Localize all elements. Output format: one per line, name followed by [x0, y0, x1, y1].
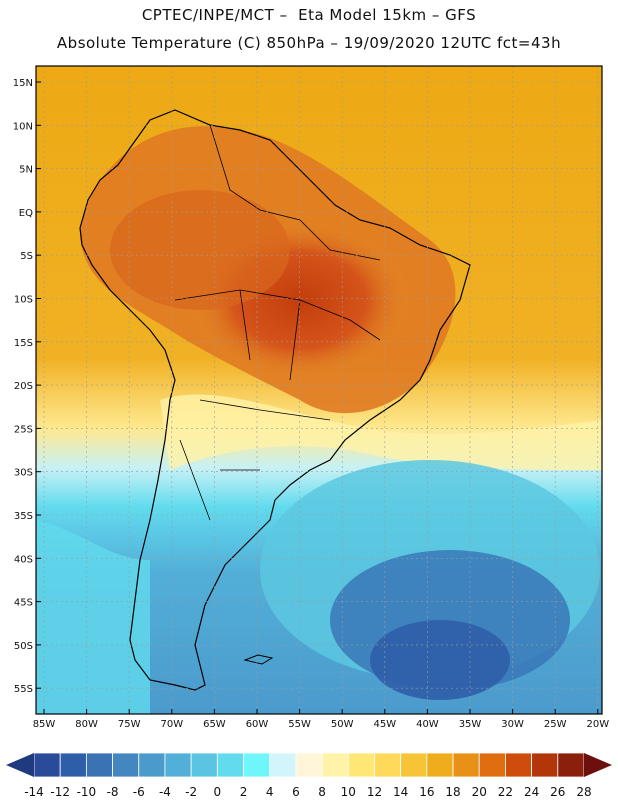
colorbar-label: 22 — [498, 785, 513, 799]
colorbar-label: 6 — [292, 785, 300, 799]
lon-tick-label: 45W — [373, 719, 396, 730]
lat-tick-label: 15N — [13, 78, 33, 89]
lon-tick-label: 70W — [160, 719, 183, 730]
colorbar-label: 18 — [445, 785, 460, 799]
lat-tick-label: 10N — [13, 121, 33, 132]
lon-tick-label: 50W — [331, 719, 354, 730]
lat-tick-label: EQ — [19, 208, 33, 219]
colorbar-label: 14 — [393, 785, 408, 799]
colorbar-label: 24 — [524, 785, 539, 799]
latitude-tick-labels: 15N 10N 5N EQ 5S 10S 15S 20S 25S 30S 35S 40S 45S 50S 5… — [13, 78, 41, 695]
lat-tick-label: 30S — [14, 468, 33, 479]
colorbar-box — [85, 752, 113, 778]
lat-tick-label: 25S — [14, 424, 33, 435]
colorbar-box — [400, 752, 428, 778]
colorbar-label: -4 — [159, 785, 171, 799]
lat-tick-label: 15S — [14, 338, 33, 349]
lat-tick-label: 5N — [19, 165, 33, 176]
colorbar-label: 2 — [240, 785, 248, 799]
lat-tick-label: 45S — [14, 598, 33, 609]
colorbar-box — [347, 752, 375, 778]
title-line-1: CPTEC/INPE/MCT – Eta Model 15km – GFS — [141, 6, 477, 24]
lat-tick-label: 40S — [14, 554, 33, 565]
lon-tick-label: 40W — [416, 719, 439, 730]
lat-tick-label: 35S — [14, 511, 33, 522]
colorbar-label: 4 — [266, 785, 274, 799]
title-line-2: Absolute Temperature (C) 850hPa – 19/09/… — [56, 34, 562, 52]
continent-outline — [79, 109, 471, 691]
lon-tick-label: 80W — [75, 719, 98, 730]
colorbar-box — [321, 752, 349, 778]
temperature-field — [36, 66, 602, 714]
lon-tick-label: 60W — [246, 719, 269, 730]
colorbar-box — [426, 752, 454, 778]
colorbar-box — [59, 752, 87, 778]
colorbar-box — [243, 752, 271, 778]
coastline — [79, 109, 471, 691]
colorbar-boxes — [33, 752, 585, 778]
lat-tick-label: 20S — [14, 381, 33, 392]
colorbar-label: 10 — [341, 785, 356, 799]
lon-tick-label: 20W — [586, 719, 609, 730]
colorbar-high-arrow — [584, 753, 612, 777]
lat-tick-label: 5S — [20, 251, 33, 262]
colorbar-box — [164, 752, 192, 778]
colorbar-label: 28 — [576, 785, 591, 799]
colorbar-box — [216, 752, 244, 778]
lon-tick-label: 35W — [459, 719, 482, 730]
lon-tick-label: 65W — [203, 719, 226, 730]
map-frame — [35, 65, 603, 715]
colorbar-box — [374, 752, 402, 778]
colorbar-label: -14 — [24, 785, 44, 799]
lat-tick-label: 10S — [14, 295, 33, 306]
colorbar-box — [531, 752, 559, 778]
colorbar-label: -12 — [50, 785, 70, 799]
warm-core-west — [110, 190, 290, 310]
colorbar-label: 16 — [419, 785, 434, 799]
colorbar-svg: -14 -12 -10 -8 -6 -4 -2 0 2 4 6 8 10 12 14 16 18 20 22 24 26… — [6, 752, 612, 799]
colorbar-box — [478, 752, 506, 778]
lon-tick-label: 25W — [544, 719, 567, 730]
colorbar-box — [190, 752, 218, 778]
lat-tick-label: 55S — [14, 684, 33, 695]
country-borders — [174, 124, 381, 521]
colorbar-label: -8 — [107, 785, 119, 799]
colorbar-box — [269, 752, 297, 778]
falklands-outline — [243, 654, 274, 665]
lon-tick-label: 55W — [288, 719, 311, 730]
colorbar: -14 -12 -10 -8 -6 -4 -2 0 2 4 6 8 10 12 14 16 18 20 22 24 26… — [0, 740, 618, 804]
map-container: 15N 10N 5N EQ 5S 10S 15S 20S 25S 30S 35S 40S 45S 50S 5… — [13, 65, 609, 730]
colorbar-box — [138, 752, 166, 778]
map-svg: 15N 10N 5N EQ 5S 10S 15S 20S 25S 30S 35S 40S 45S 50S 5… — [13, 65, 609, 730]
longitude-tick-labels: 85W 80W 75W 70W 65W 60W 55W 50W 45W 40W 35W 30W 25W 2… — [33, 709, 609, 730]
lat-tick-label: 50S — [14, 641, 33, 652]
cool-zone-west — [36, 520, 150, 714]
colorbar-label: -6 — [133, 785, 145, 799]
lon-tick-label: 30W — [501, 719, 524, 730]
colorbar-label: -2 — [185, 785, 197, 799]
lon-tick-label: 75W — [118, 719, 141, 730]
colorbar-label: 26 — [550, 785, 565, 799]
colorbar-low-arrow — [6, 753, 34, 777]
colorbar-label: 20 — [472, 785, 487, 799]
colorbar-label: 12 — [367, 785, 382, 799]
colorbar-box — [33, 752, 61, 778]
colorbar-labels: -14 -12 -10 -8 -6 -4 -2 0 2 4 6 8 10 12 14 16 18 20 22 24 26… — [24, 785, 591, 799]
colorbar-label: 8 — [318, 785, 326, 799]
mild-band — [160, 394, 602, 470]
colorbar-box — [505, 752, 533, 778]
grid-lines — [36, 66, 602, 714]
colorbar-box — [112, 752, 140, 778]
colorbar-box — [295, 752, 323, 778]
lon-tick-label: 85W — [33, 719, 56, 730]
colorbar-box — [452, 752, 480, 778]
colorbar-box — [557, 752, 585, 778]
colorbar-label: 0 — [214, 785, 222, 799]
colorbar-label: -10 — [77, 785, 97, 799]
coldest-core — [370, 620, 510, 700]
